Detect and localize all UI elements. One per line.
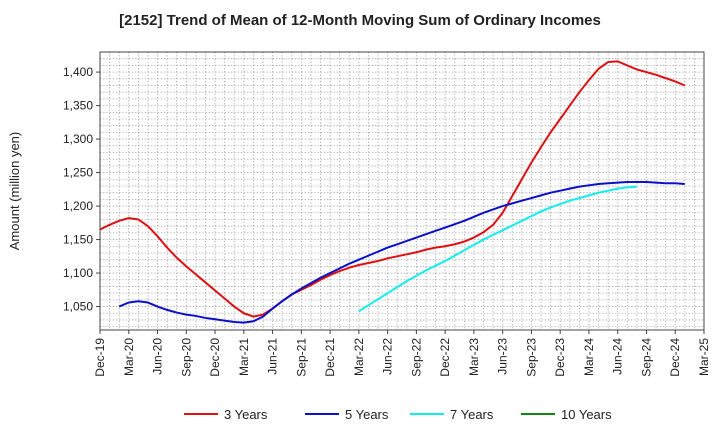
legend-label: 5 Years	[345, 407, 389, 422]
y-tick-label: 1,200	[63, 199, 93, 213]
x-tick-label: Mar-20	[122, 338, 136, 376]
plot-frame	[99, 51, 705, 331]
x-tick-label: Dec-23	[553, 338, 567, 377]
x-tick-label: Dec-20	[208, 338, 222, 377]
x-tick-label: Sep-21	[294, 338, 308, 377]
series-group	[99, 60, 686, 324]
legend-label: 7 Years	[450, 407, 494, 422]
x-tick-label: Dec-24	[668, 338, 682, 377]
y-axis-label: Amount (million yen)	[7, 132, 22, 251]
x-tick-label: Sep-24	[639, 338, 653, 377]
x-tick-label: Mar-25	[697, 338, 711, 376]
y-axis: 1,050 1,100 1,150 1,200 1,250 1,300 1,350 1,400	[63, 65, 100, 314]
legend-label: 10 Years	[561, 407, 612, 422]
x-tick-label: Sep-22	[409, 338, 423, 377]
y-tick-label: 1,100	[63, 266, 93, 280]
x-tick-label: Jun-24	[611, 338, 625, 375]
x-tick-label: Mar-22	[352, 338, 366, 376]
x-tick-label: Sep-23	[524, 338, 538, 377]
x-tick-label: Mar-24	[582, 338, 596, 376]
y-tick-label: 1,150	[63, 233, 93, 247]
legend: 3 Years 5 Years 7 Years 10 Years	[184, 407, 612, 422]
series-line-5-years	[118, 180, 685, 324]
series-line-3-years	[99, 60, 686, 318]
plot-area	[100, 52, 704, 330]
x-tick-label: Dec-22	[438, 338, 452, 377]
x-tick-label: Dec-21	[323, 338, 337, 377]
x-tick-label: Jun-23	[496, 338, 510, 375]
x-tick-label: Dec-19	[93, 338, 107, 377]
x-tick-label: Sep-20	[179, 338, 193, 377]
y-tick-label: 1,250	[63, 166, 93, 180]
x-axis: Dec-19 Mar-20 Jun-20 Sep-20 Dec-20 Mar-21 Jun-…	[93, 330, 711, 377]
x-tick-label: Mar-21	[237, 338, 251, 376]
x-tick-label: Mar-23	[467, 338, 481, 376]
x-tick-label: Jun-20	[151, 338, 165, 375]
y-tick-label: 1,400	[63, 65, 93, 79]
y-tick-label: 1,300	[63, 132, 93, 146]
series-line-7-years	[358, 185, 637, 313]
x-tick-label: Jun-21	[266, 338, 280, 375]
y-tick-label: 1,350	[63, 99, 93, 113]
x-tick-label: Jun-22	[381, 338, 395, 375]
y-tick-label: 1,050	[63, 300, 93, 314]
legend-label: 3 Years	[224, 407, 268, 422]
chart-title: [2152] Trend of Mean of 12-Month Moving …	[119, 12, 601, 29]
